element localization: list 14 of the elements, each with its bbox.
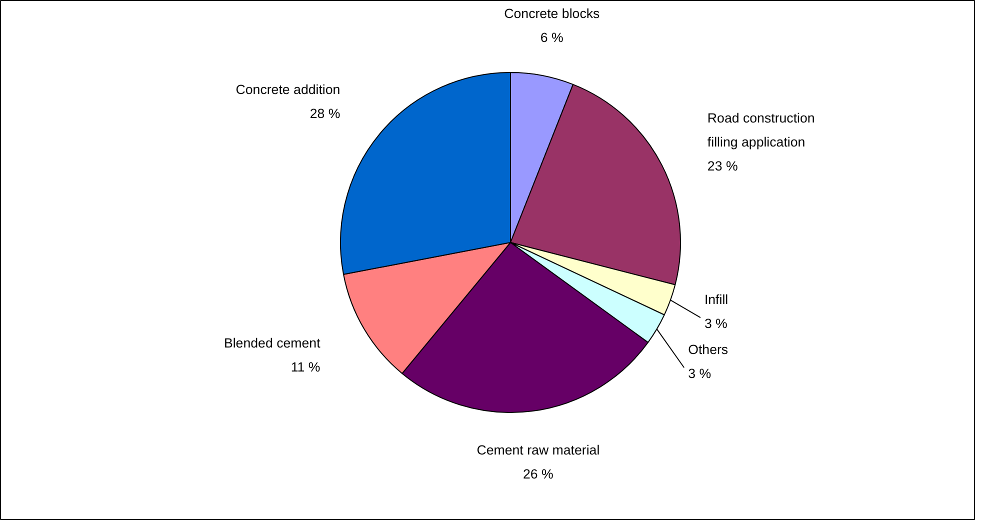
- data-label: 11 %: [290, 360, 320, 374]
- slice-label: Concrete addition: [236, 82, 340, 98]
- data-label: 6 %: [540, 30, 564, 45]
- slice-label: Blended cement: [224, 336, 321, 350]
- data-label: 28 %: [310, 106, 340, 122]
- data-label: 3 %: [704, 316, 728, 332]
- slice-label: Road construction filling application: [707, 110, 815, 150]
- data-label: 26 %: [523, 466, 554, 482]
- slice-label: Cement raw material: [476, 442, 600, 458]
- slice-label: Concrete blocks: [504, 6, 600, 21]
- slice-label: Others: [688, 342, 728, 358]
- slice-label: Infill: [704, 292, 728, 308]
- data-label: 3 %: [688, 366, 712, 382]
- data-label: 23 %: [707, 158, 738, 174]
